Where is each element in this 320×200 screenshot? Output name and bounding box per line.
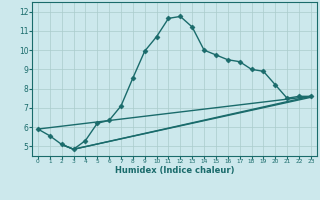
X-axis label: Humidex (Indice chaleur): Humidex (Indice chaleur) [115,166,234,175]
